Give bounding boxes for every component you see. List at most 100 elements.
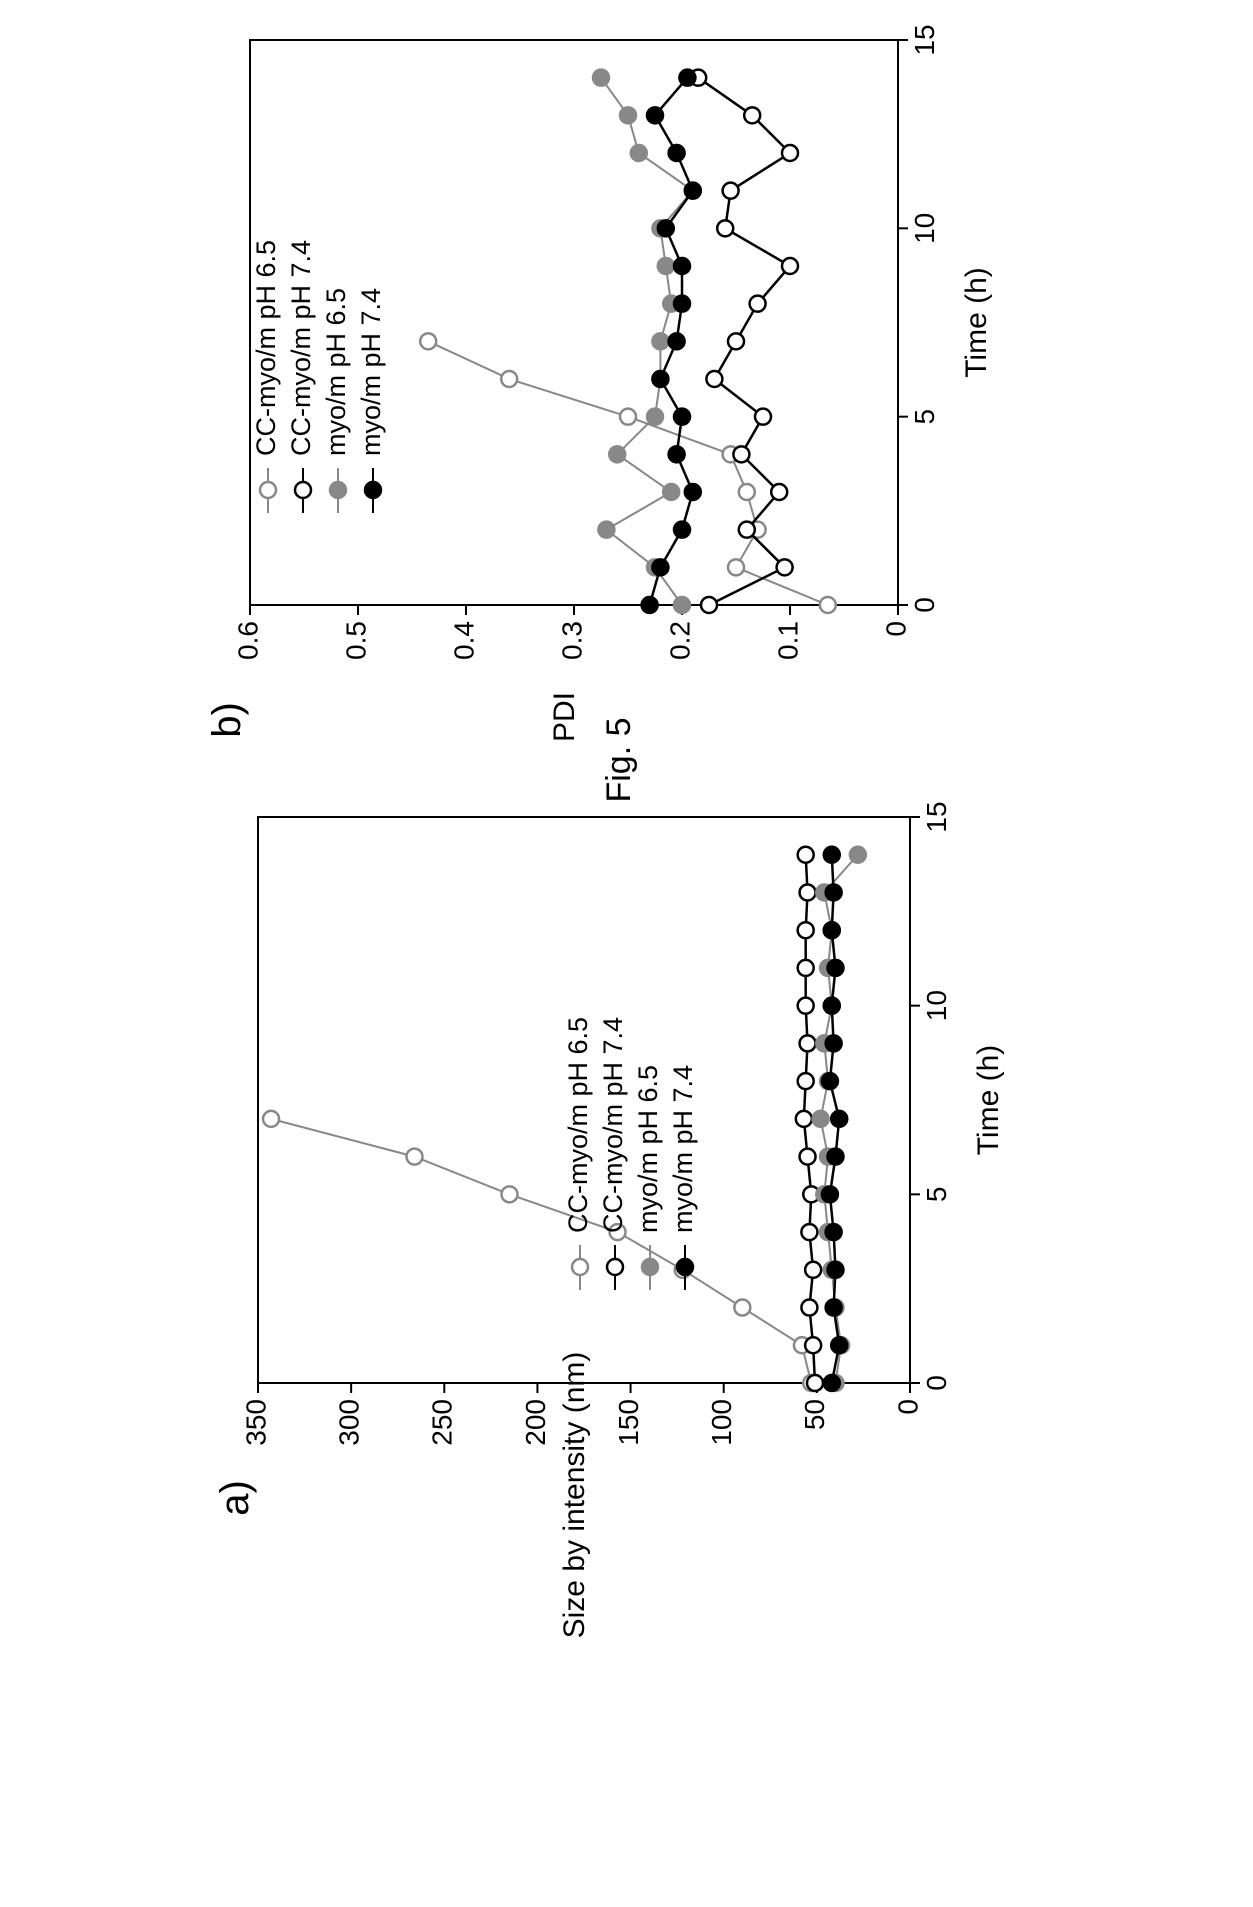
data-point	[737, 482, 757, 502]
x-tick-label: 15	[909, 24, 940, 55]
data-point	[822, 845, 842, 864]
legend-marker	[640, 1257, 660, 1277]
data-point	[794, 1109, 814, 1129]
data-point	[726, 332, 746, 351]
data-point	[796, 958, 815, 978]
data-point	[672, 256, 692, 276]
panel-a: 0 50 100 150 200 250 300 350 0 5 10 15 Time (h) Size …	[213, 801, 1005, 1638]
y-tick-label: 0.5	[340, 621, 371, 660]
legend-label: myo/m pH 7.4	[356, 288, 386, 456]
data-point	[733, 1298, 752, 1317]
data-point	[826, 1260, 845, 1280]
legend-marker	[293, 480, 313, 500]
data-point	[499, 369, 519, 389]
data-point	[737, 520, 757, 539]
data-point	[591, 68, 611, 87]
data-point	[822, 920, 842, 940]
y-tick-label: 0.4	[448, 621, 479, 660]
data-point	[753, 407, 773, 426]
data-point	[822, 996, 842, 1015]
data-point	[678, 68, 697, 87]
data-point	[818, 595, 838, 615]
data-point	[405, 1147, 424, 1166]
data-point	[667, 143, 686, 163]
data-point	[820, 1071, 840, 1091]
data-point	[796, 920, 815, 940]
data-point	[667, 332, 686, 351]
data-point	[798, 1034, 817, 1053]
data-point	[618, 407, 638, 426]
y-tick-label: 250	[427, 1399, 458, 1446]
x-tick-label: 0	[921, 1375, 952, 1391]
y-tick-label: 300	[334, 1399, 365, 1446]
data-point	[683, 181, 703, 200]
data-point	[822, 1373, 842, 1393]
figure-title: Fig. 5	[600, 717, 638, 802]
data-point	[829, 1109, 849, 1129]
data-point	[656, 256, 676, 276]
x-tick-label: 5	[909, 409, 940, 425]
data-point	[820, 1185, 840, 1204]
data-point	[645, 106, 665, 125]
data-point	[824, 883, 843, 902]
data-point	[500, 1185, 519, 1204]
legend-label: myo/m pH 7.4	[668, 1065, 698, 1233]
panel-label: a)	[213, 1480, 257, 1516]
data-point	[803, 1336, 823, 1355]
data-point	[672, 595, 692, 615]
data-point	[829, 1336, 849, 1355]
data-point	[629, 143, 649, 163]
y-tick-label: 0.2	[664, 621, 695, 660]
y-tick-label: 50	[799, 1399, 830, 1430]
y-axis-label: PDI	[548, 692, 581, 742]
data-point	[651, 369, 670, 389]
data-point	[826, 958, 845, 978]
data-point	[645, 407, 665, 426]
data-point	[848, 845, 868, 864]
x-tick-label: 0	[909, 597, 940, 613]
legend-label: myo/m pH 6.5	[321, 288, 351, 456]
data-point	[726, 558, 746, 577]
legend-marker	[605, 1257, 625, 1277]
x-tick-label: 15	[921, 801, 952, 832]
panel-label: b)	[205, 702, 249, 738]
data-point	[661, 482, 681, 502]
data-point	[608, 1222, 627, 1242]
y-tick-label: 350	[240, 1399, 271, 1446]
legend-marker	[328, 480, 348, 500]
data-point	[418, 332, 438, 351]
data-point	[699, 595, 719, 615]
data-point	[705, 369, 724, 389]
data-point	[800, 1222, 819, 1242]
legend-marker	[258, 480, 278, 500]
y-tick-label: 0.6	[232, 621, 263, 660]
y-tick-label: 0	[892, 1399, 923, 1415]
data-point	[796, 845, 815, 864]
data-point	[640, 595, 659, 615]
data-point	[607, 445, 627, 464]
panel-b: 0 0.1 0.2 0.3 0.4 0.5 0.6 0 5 10 15 Time (h) PDI b) CC…	[205, 24, 993, 742]
data-point	[651, 558, 670, 577]
data-point	[683, 482, 703, 502]
data-point	[775, 558, 794, 577]
data-point	[800, 1298, 819, 1317]
data-point	[798, 1147, 817, 1166]
data-point	[651, 332, 670, 351]
data-point	[824, 1034, 843, 1053]
y-tick-label: 0	[880, 621, 911, 637]
x-tick-label: 10	[921, 990, 952, 1021]
data-point	[715, 219, 735, 238]
data-point	[796, 1071, 815, 1091]
legend-marker	[363, 480, 383, 500]
data-point	[721, 181, 740, 200]
legend-label: CC-myo/m pH 6.5	[563, 1017, 593, 1233]
data-point	[672, 407, 692, 426]
y-tick-label: 200	[520, 1399, 551, 1446]
data-point	[656, 219, 676, 238]
plot-frame	[257, 816, 911, 1384]
legend-label: CC-myo/m pH 7.4	[286, 240, 316, 456]
y-tick-label: 0.1	[772, 621, 803, 660]
x-axis-label: Time (h)	[960, 267, 993, 378]
legend-label: CC-myo/m pH 7.4	[598, 1017, 628, 1233]
